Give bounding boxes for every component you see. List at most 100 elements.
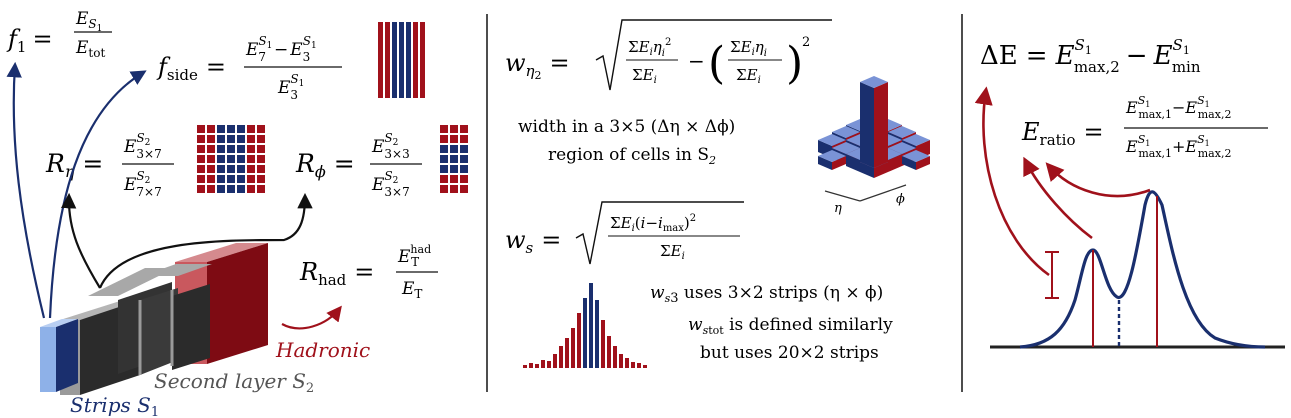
grid-cell (257, 125, 265, 133)
grid-cell (227, 175, 235, 183)
grid-cell (257, 175, 265, 183)
svg-text:−: − (688, 49, 705, 73)
formula-rhad: Rhad = Ehad T ET (299, 243, 438, 301)
grid-cell (207, 175, 215, 183)
histogram-bar (631, 362, 635, 368)
arrow-to-rphi (98, 192, 313, 289)
wstot-caption-line1: wstot is defined similarly (688, 315, 893, 337)
lego-cell-side (916, 156, 930, 170)
lego-cell-top (818, 134, 846, 146)
grid-cell (217, 185, 225, 193)
calorimeter-blocks (40, 243, 268, 395)
svg-text:ET: ET (401, 279, 422, 301)
lego-cell-top (818, 150, 846, 162)
grid-cell (237, 165, 245, 173)
grid-cell (450, 155, 458, 163)
histogram-bar (613, 346, 617, 368)
svg-text:fside=: fside = (156, 53, 226, 84)
grid-cell (440, 125, 448, 133)
grid-cell (440, 175, 448, 183)
svg-text:ES1: ES1 (75, 9, 102, 34)
grid-cell (460, 135, 468, 143)
grid-cell (247, 125, 255, 133)
histogram-bar (529, 363, 533, 368)
formula-ws: ws = ΣEi(i−imax)2 ΣEi (505, 201, 744, 265)
lego-cell-side (832, 156, 846, 170)
lego-axes: η ϕ (824, 184, 907, 216)
left-panel: f1 = ES1 Etot fside = ES1 7− ES1 3 ES1 3 Rη = E… (6, 9, 468, 418)
grid-cell (460, 125, 468, 133)
lego-cell-side (818, 156, 832, 170)
formula-f1: f1 = ES1 Etot (6, 9, 112, 60)
lego-cell-top (902, 134, 930, 146)
arrow-to-e-ratio-b (1045, 162, 1151, 198)
grid-3x7-icon (440, 125, 468, 193)
grid-cell (227, 185, 235, 193)
svg-text:2: 2 (802, 35, 810, 50)
formula-w-eta2: wη2 = ΣEiηi2 ΣEi − ( ΣEiηi ΣEi ) 2 (505, 19, 832, 91)
grid-cell (227, 145, 235, 153)
grid-cell (207, 155, 215, 163)
grid-cell (227, 135, 235, 143)
arrow-to-delta-e (974, 86, 1050, 277)
delta-e-bracket (1045, 251, 1059, 299)
grid-cell (247, 155, 255, 163)
right-panel: ΔE = ES1 max,2− ES1 min Eratio = ES1 max,1−ES1 m… (974, 36, 1285, 349)
grid-cell (450, 175, 458, 183)
histogram-bar (523, 365, 527, 368)
svg-text:ws=: ws = (505, 226, 561, 257)
grid-cell (217, 165, 225, 173)
svg-text:Rη=: Rη = (45, 149, 103, 181)
svg-text:Eratio=: Eratio = (1021, 118, 1104, 149)
grid-cell (237, 145, 245, 153)
svg-text:ΣEi: ΣEi (660, 242, 685, 262)
arrow-to-rhad (281, 305, 342, 330)
double-peak-curve (1019, 190, 1266, 349)
grid-cell (237, 125, 245, 133)
histogram-bar (535, 364, 539, 368)
arrow-to-e-ratio-a (1023, 156, 1093, 240)
strip-histogram-icon (523, 283, 647, 368)
grid-cell (227, 165, 235, 173)
histogram-bar (583, 298, 587, 368)
label-second-layer: Second layer S2 (154, 369, 314, 396)
grid-cell (217, 135, 225, 143)
axis-phi-label: ϕ (896, 192, 905, 207)
grid-cell (247, 165, 255, 173)
arrow-to-fside (48, 70, 147, 319)
svg-text:Etot: Etot (75, 38, 105, 60)
lego-cell-side (902, 156, 916, 170)
ws3-caption: ws3 uses 3×2 strips (η × ϕ) (650, 283, 883, 306)
grid-cell (460, 175, 468, 183)
width-caption-line2: region of cells in S2 (548, 145, 716, 167)
histogram-bar (559, 346, 563, 368)
grid-cell (217, 155, 225, 163)
svg-text:(: ( (708, 38, 725, 89)
grid-cell (247, 185, 255, 193)
grid-cell (197, 125, 205, 133)
strips-icon (378, 22, 425, 98)
grid-cell (450, 125, 458, 133)
lego-cell-side (874, 162, 888, 178)
grid-cell (217, 145, 225, 153)
svg-text:ΣEi: ΣEi (736, 66, 761, 86)
grid-cell (440, 135, 448, 143)
svg-text:ΣEiηi2: ΣEiηi2 (628, 37, 671, 59)
grid-cell (440, 155, 448, 163)
label-hadronic: Hadronic (275, 338, 370, 362)
grid-cell (450, 135, 458, 143)
svg-text:Rhad=: Rhad = (299, 258, 374, 289)
grid-cell (257, 145, 265, 153)
lego-cell-top (888, 126, 916, 138)
histogram-bar (589, 283, 593, 368)
grid-cell (257, 185, 265, 193)
grid-cell (197, 175, 205, 183)
grid-cell (247, 175, 255, 183)
histogram-bar (607, 336, 611, 368)
grid-cell (460, 165, 468, 173)
histogram-bar (595, 300, 599, 368)
